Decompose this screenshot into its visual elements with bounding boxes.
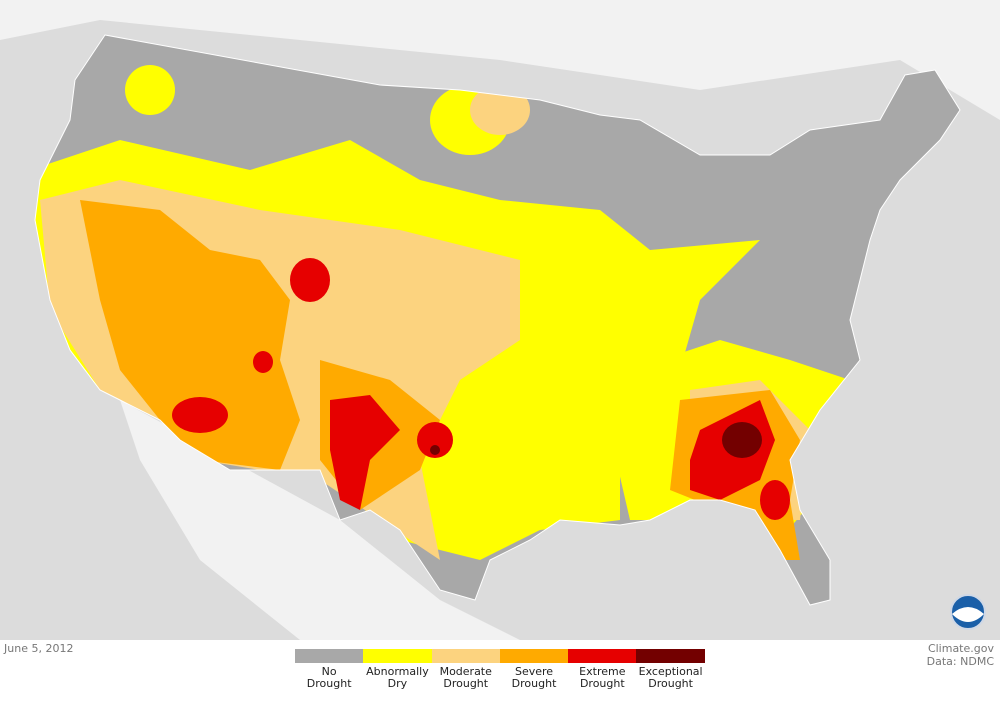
noaa-logo-wave <box>952 607 984 622</box>
legend-swatch <box>499 649 569 663</box>
extreme-drought <box>760 480 790 520</box>
legend-label-box: Extreme Drought <box>568 666 636 690</box>
legend-label-box: Severe Drought <box>500 666 568 690</box>
legend-label-box: Exceptional Drought <box>636 666 704 690</box>
map <box>0 0 1000 640</box>
legend-label-box: No Drought <box>295 666 363 690</box>
legend-item: No Drought <box>295 649 364 690</box>
legend-swatch <box>363 649 432 663</box>
legend-swatch <box>636 649 705 663</box>
extreme-drought <box>290 258 330 302</box>
extreme-drought <box>172 397 228 433</box>
legend-item: Exceptional Drought <box>636 649 705 690</box>
legend-item: Severe Drought <box>499 649 569 690</box>
legend-swatch <box>295 649 364 663</box>
legend-label: Abnormally Dry <box>366 665 429 690</box>
extreme-drought <box>330 395 400 510</box>
legend: No Drought Abnormally Dry Moderate Drought… <box>295 649 705 690</box>
moderate-drought <box>470 85 530 135</box>
legend-item: Abnormally Dry <box>363 649 432 690</box>
legend-swatch <box>431 649 500 663</box>
extreme-drought <box>417 422 453 458</box>
drought-areas <box>35 65 850 560</box>
exceptional-drought <box>430 445 440 455</box>
legend-label: Exceptional Drought <box>638 665 703 690</box>
severe-drought <box>80 200 300 470</box>
exceptional-drought <box>722 422 762 458</box>
data-credit: Data: NDMC <box>926 655 994 668</box>
legend-label: Extreme Drought <box>579 665 626 690</box>
legend-label-box: Abnormally Dry <box>363 666 431 690</box>
abnormally-dry <box>125 65 175 115</box>
legend-label: No Drought <box>306 665 352 690</box>
legend-item: Extreme Drought <box>568 649 637 690</box>
source: Climate.gov <box>927 642 994 655</box>
legend-swatch <box>568 649 637 663</box>
legend-item: Moderate Drought <box>431 649 500 690</box>
credits: Climate.gov Data: NDMC <box>927 642 994 668</box>
legend-label: Severe Drought <box>511 665 557 690</box>
legend-label: Moderate Drought <box>439 665 492 690</box>
canada <box>0 0 1000 120</box>
date: June 5, 2012 <box>4 642 74 655</box>
legend-label-box: Moderate Drought <box>432 666 500 690</box>
extreme-drought <box>253 351 273 373</box>
